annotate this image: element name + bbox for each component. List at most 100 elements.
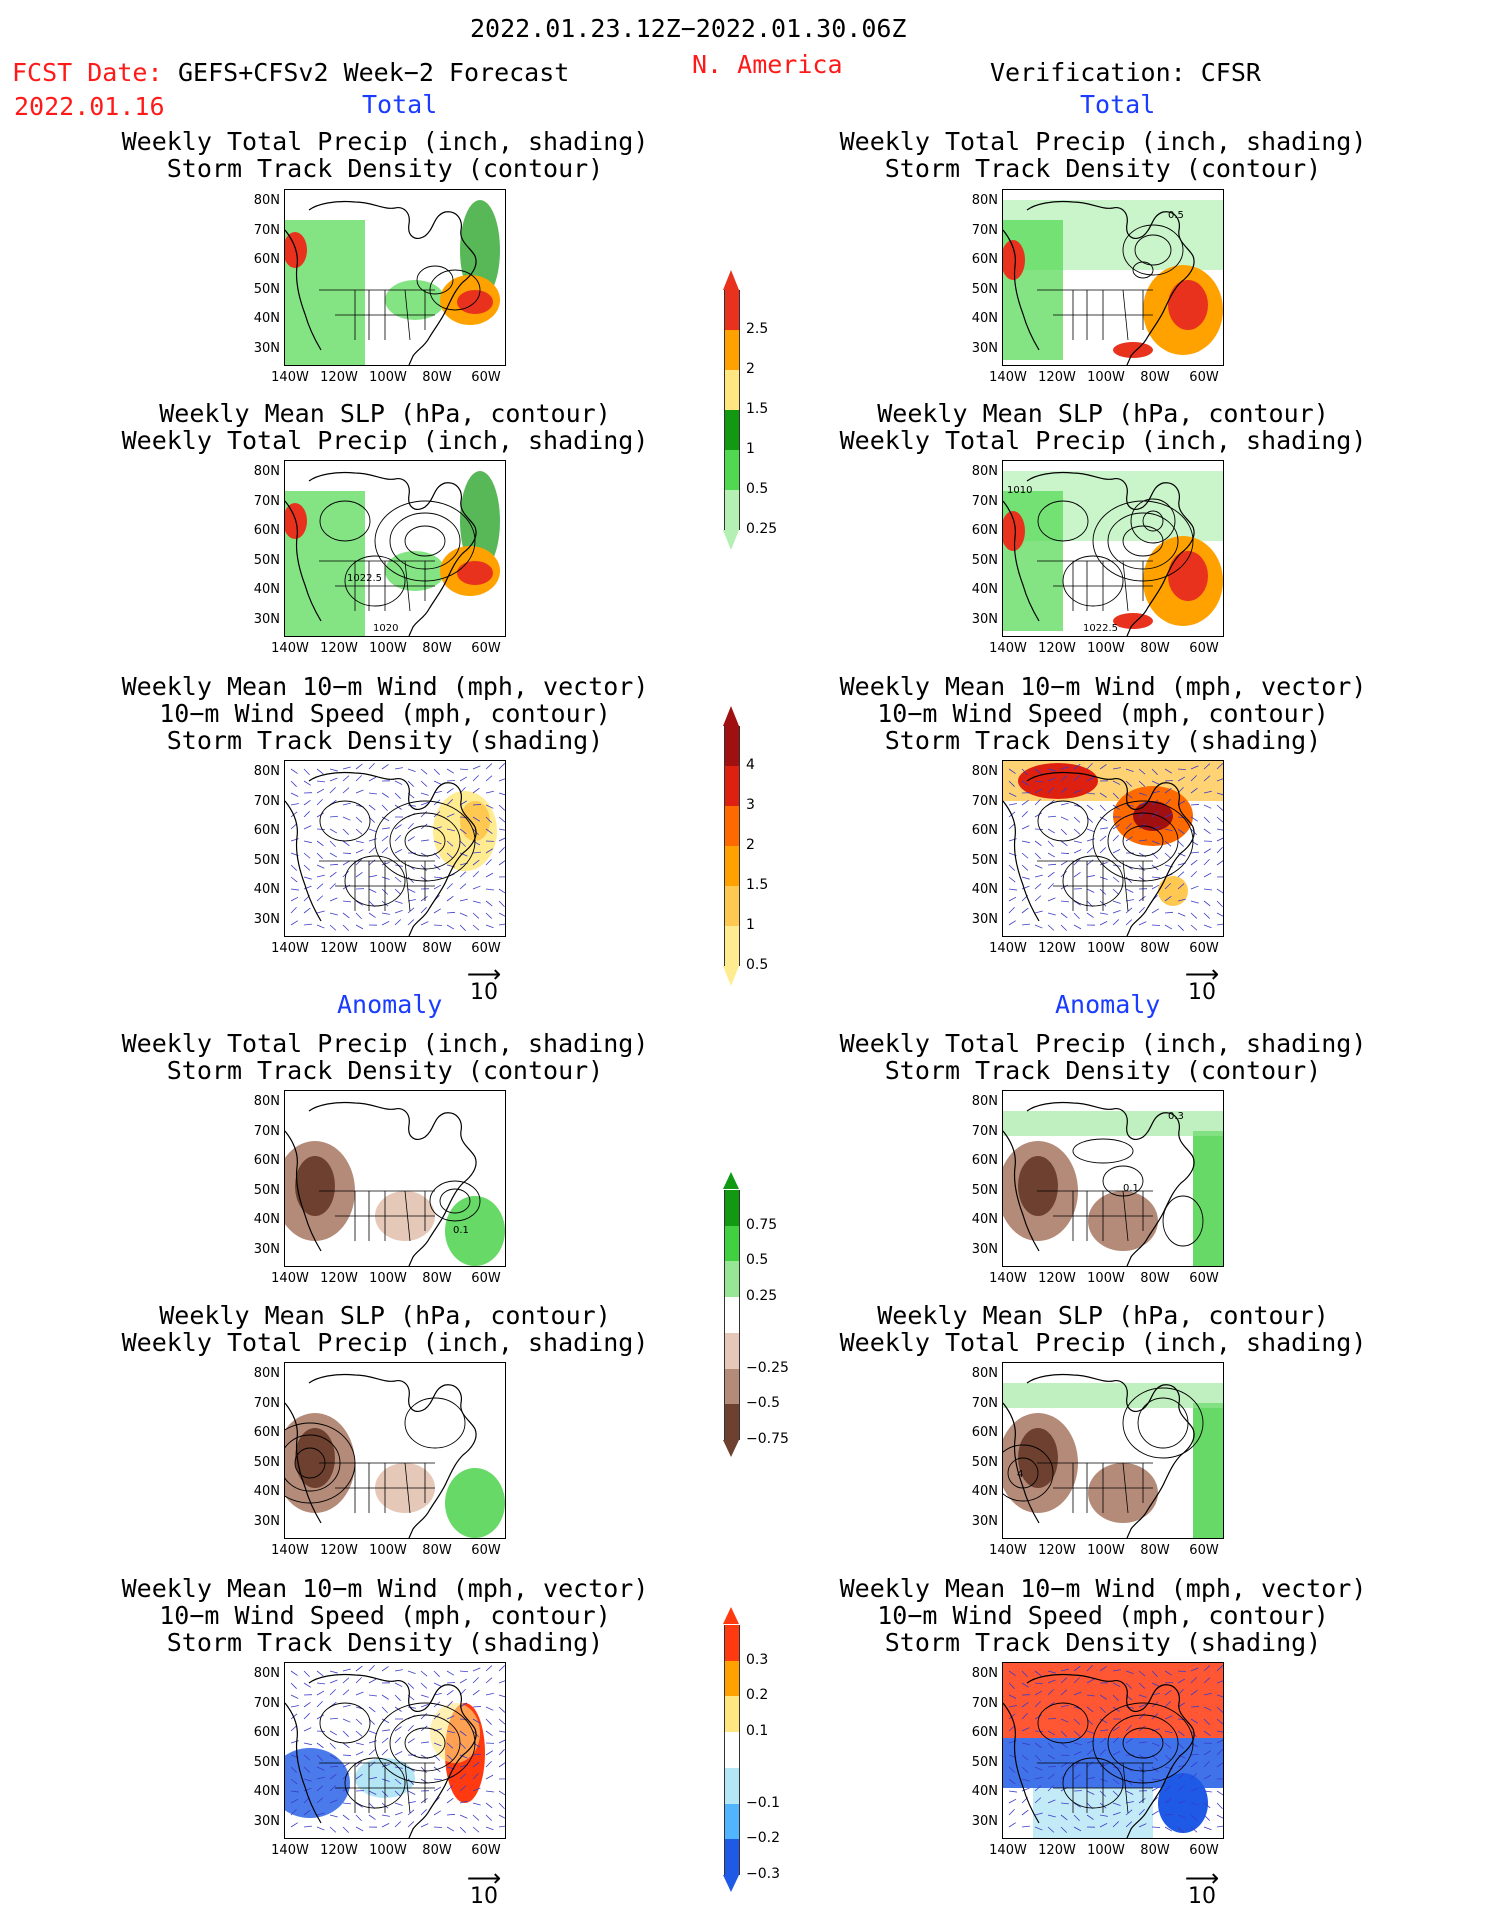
colorbar-segment (724, 330, 740, 370)
colorbar-tip-top (723, 706, 739, 726)
map-fcst-total-slp: 1022.5 1020 (284, 460, 506, 637)
map-obs-anom-wind (1002, 1662, 1224, 1839)
lat-tick-label: 80N (971, 1094, 998, 1109)
contour-label: 0.5 (1168, 210, 1184, 221)
lat-tick-label: 80N (253, 1366, 280, 1381)
lat-tick-label: 70N (971, 1395, 998, 1411)
lat-tick-label: 40N (971, 582, 998, 597)
lat-tick-label: 50N (253, 1182, 280, 1198)
lat-tick-label: 60N (253, 1425, 280, 1440)
map-fcst-total-wind (284, 760, 506, 937)
colorbar-label: 2 (746, 361, 755, 377)
colorbar-segment (724, 1225, 740, 1262)
lon-tick-label: 120W (1038, 641, 1076, 656)
colorbar-label: 0.5 (746, 957, 769, 973)
lat-tick-label: 80N (971, 464, 998, 479)
colorbar-segment (724, 1189, 740, 1226)
colorbar-label: 0.5 (746, 481, 769, 497)
vector-ref-obs-anom: ⟶ 10 (1184, 1864, 1220, 1909)
lat-tick-label: 80N (971, 764, 998, 779)
lat-tick-label: 70N (253, 1395, 280, 1411)
lon-tick-label: 120W (1038, 941, 1076, 956)
section-anomaly-right: Anomaly (1055, 990, 1161, 1019)
colorbar-segment (724, 1624, 740, 1661)
lon-tick-label: 120W (320, 641, 358, 656)
lat-tick-label: 60N (971, 823, 998, 838)
lon-tick-label: 100W (369, 370, 407, 385)
colorbar-label: −0.2 (746, 1830, 780, 1847)
colorbar-label: 0.25 (746, 1288, 778, 1305)
title-fcst-anom-slp: Weekly Mean SLP (hPa, contour) Weekly To… (121, 1301, 649, 1357)
lat-tick-label: 80N (253, 1666, 280, 1681)
lat-tick-label: 30N (253, 1241, 280, 1257)
lat-tick-label: 70N (971, 493, 998, 509)
lon-tick-label: 80W (1140, 1543, 1170, 1558)
lon-tick-label: 60W (1189, 370, 1219, 385)
colorbar-segment (724, 290, 740, 330)
lon-tick-label: 80W (422, 370, 452, 385)
lon-tick-label: 60W (1189, 1271, 1219, 1286)
lat-tick-label: 80N (253, 764, 280, 779)
colorbar-label: −0.3 (746, 1866, 780, 1883)
lat-tick-label: 50N (253, 852, 280, 868)
colorbar-segment (724, 1297, 740, 1333)
lat-tick-label: 40N (971, 311, 998, 326)
lat-tick-label: 40N (971, 1784, 998, 1799)
fcst-date-label: FCST Date: (12, 58, 163, 87)
lat-tick-label: 30N (253, 340, 280, 356)
colorbar-label: 0.1 (746, 1723, 769, 1740)
lat-tick-label: 60N (971, 1725, 998, 1740)
lon-tick-label: 60W (1189, 941, 1219, 956)
lon-tick-label: 140W (271, 641, 309, 656)
lon-tick-label: 80W (1140, 1271, 1170, 1286)
colorbar-segment (724, 726, 740, 766)
colorbar-segment (724, 886, 740, 926)
colorbar-label: 1 (746, 917, 755, 933)
colorbar-total-storm: 4 3 2 1.5 1 0.5 (723, 706, 768, 986)
lon-tick-label: 140W (989, 641, 1027, 656)
lat-tick-label: 60N (971, 1425, 998, 1440)
lon-tick-label: 100W (1087, 641, 1125, 656)
map-obs-anom-precip: 0.3 0.1 (1002, 1090, 1224, 1267)
title-obs-anom-precip: Weekly Total Precip (inch, shading) Stor… (839, 1029, 1367, 1085)
lon-tick-label: 120W (1038, 1543, 1076, 1558)
lat-tick-label: 30N (971, 911, 998, 927)
lon-tick-label: 60W (471, 641, 501, 656)
lon-tick-label: 60W (471, 1843, 501, 1858)
colorbar-label: 0.5 (746, 1252, 769, 1269)
fcst-source: GEFS+CFSv2 Week−2 Forecast (178, 58, 570, 87)
lat-tick-label: 40N (253, 1784, 280, 1799)
colorbar-label: 3 (746, 797, 755, 813)
lat-tick-label: 30N (253, 1813, 280, 1829)
colorbar-label: 0.75 (746, 1216, 778, 1233)
lat-tick-label: 70N (253, 493, 280, 509)
lat-tick-label: 30N (253, 911, 280, 927)
colorbar-segment (724, 1803, 740, 1840)
map-obs-anom-slp: 4 (1002, 1362, 1224, 1539)
lon-tick-label: 80W (1140, 941, 1170, 956)
lon-tick-label: 80W (1140, 1843, 1170, 1858)
lon-tick-label: 100W (1087, 1843, 1125, 1858)
lat-tick-label: 30N (253, 1513, 280, 1529)
colorbar-segment (724, 450, 740, 490)
colorbar-label: 2 (746, 837, 755, 853)
map-obs-total-wind (1002, 760, 1224, 937)
colorbar-label: −0.5 (746, 1395, 780, 1412)
lon-tick-label: 60W (471, 370, 501, 385)
lon-tick-label: 100W (369, 641, 407, 656)
colorbar-tip-top (723, 1607, 739, 1624)
lon-tick-label: 120W (320, 941, 358, 956)
lon-tick-label: 140W (271, 1543, 309, 1558)
lat-tick-label: 30N (971, 1241, 998, 1257)
lon-tick-label: 60W (1189, 641, 1219, 656)
lon-tick-label: 80W (422, 1271, 452, 1286)
lat-tick-label: 70N (971, 1695, 998, 1711)
colorbar-tip-top (723, 270, 739, 290)
lon-tick-label: 140W (271, 1843, 309, 1858)
lat-tick-label: 70N (253, 793, 280, 809)
valid-period: 2022.01.23.12Z−2022.01.30.06Z (470, 14, 907, 43)
lat-tick-label: 70N (971, 222, 998, 238)
lat-tick-label: 50N (971, 1182, 998, 1198)
lat-tick-label: 50N (971, 1754, 998, 1770)
colorbar-segment (724, 846, 740, 886)
